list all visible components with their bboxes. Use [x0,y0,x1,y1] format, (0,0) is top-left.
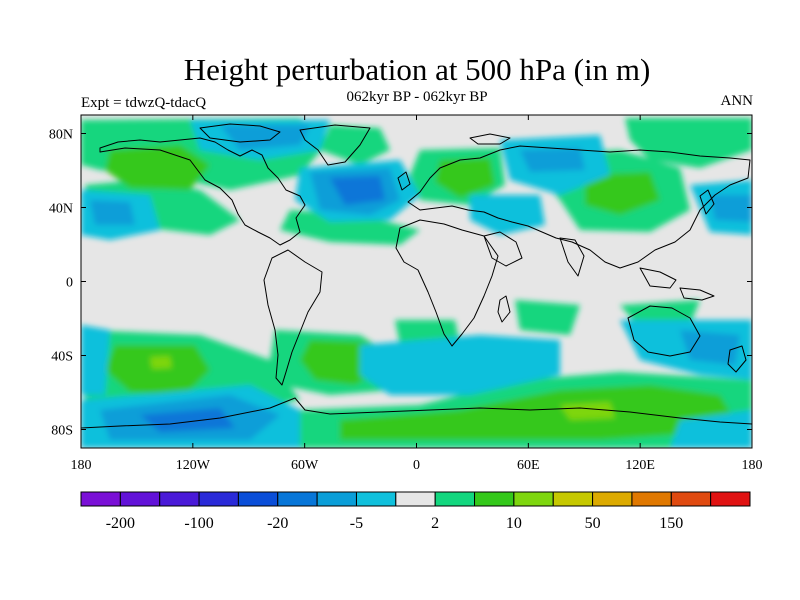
colorbar-box [670,491,712,507]
contour-region [680,330,740,365]
colorbar-box [395,491,436,507]
contour-region [105,345,210,395]
lon-tick-label: 180 [742,458,763,473]
colorbar-box [592,491,633,507]
lat-tick-label: 40N [49,202,73,217]
season-label: ANN [720,93,754,109]
colorbar-label: 150 [659,515,683,532]
contour-region [150,356,172,369]
map-axes: 80N 40N 0 40S 80S 180 120W 60W 0 60E 120E 180 [49,115,763,473]
map-subtitle: 062kyr BP - 062kyr BP [346,89,488,105]
colorbar-box [198,491,239,507]
contour-region [625,118,752,168]
coastline-japan [699,189,715,215]
lon-tick-label: 180 [71,458,92,473]
lat-tick-label: 40S [51,350,73,365]
coastline-arctic-islands [469,133,511,145]
contour-region [81,325,110,395]
contour-region [220,125,310,150]
coastline-madagascar [497,295,511,323]
lat-tick-label: 80S [51,424,73,439]
colorbar-label: 2 [431,515,439,532]
colorbar-box [119,491,161,507]
colorbar-label: -200 [106,515,135,532]
colorbar-box [159,491,200,507]
colorbar-box [513,491,554,507]
colorbar-label: -5 [350,515,363,532]
coastlines [81,123,752,429]
coastline-new-zealand [727,345,747,373]
contour-region [560,402,615,420]
contour-region [360,335,560,395]
coastline-british-isles [397,171,411,191]
lon-tick-label: 60W [291,458,319,473]
coastline-south-america [263,249,323,386]
coastline-greenland [299,124,371,166]
contour-region [435,158,495,198]
lat-tick-label: 0 [66,276,73,291]
coastline-africa [395,219,499,347]
coastline-se-asia-islands [679,287,715,301]
contour-region [520,148,585,172]
contour-region [585,172,660,215]
coastline-north-america [99,137,306,246]
contour-region [330,176,385,205]
colorbar-label: -100 [184,515,213,532]
lat-tick-label: 80N [49,128,73,143]
experiment-label: Expt = tdwzQ-tdacQ [81,95,207,111]
colorbar-label: 50 [585,515,601,532]
map-title: Height perturbation at 500 hPa (in m) [183,52,651,87]
lon-tick-label: 0 [413,458,420,473]
contour-region [105,145,210,190]
contour-region [90,200,135,225]
coastline-india [559,237,585,277]
lon-tick-label: 60E [517,458,540,473]
colorbar-box [434,491,476,507]
coastline-arctic-islands [199,123,281,143]
colorbar-box [552,491,594,507]
colorbar-label: -20 [267,515,288,532]
colorbar-box [277,491,318,507]
coastline-se-asia-islands [639,267,677,289]
colorbar-box [710,491,751,507]
contour-region [340,385,740,440]
coastline-australia [627,305,701,357]
contour-region [710,195,752,222]
colorbar-box [237,491,279,507]
coastline-eurasia [407,145,751,269]
colorbar-box [80,491,121,507]
contour-region [470,195,545,235]
contour-region [140,408,235,432]
contour-region [515,300,580,335]
colorbar: -200 -100 -20 -5 2 10 50 150 [80,491,751,532]
coastline-antarctica [81,397,752,429]
colorbar-box [316,491,357,507]
colorbar-box [474,491,515,507]
map-plot-area [80,114,753,449]
colorbar-label: 10 [506,515,522,532]
colorbar-box [631,491,672,507]
lon-tick-label: 120W [176,458,211,473]
contour-region [320,125,390,165]
colorbar-box [355,491,397,507]
coastline-arabia [483,231,523,267]
contour-region [280,210,420,245]
lon-tick-label: 120E [625,458,655,473]
